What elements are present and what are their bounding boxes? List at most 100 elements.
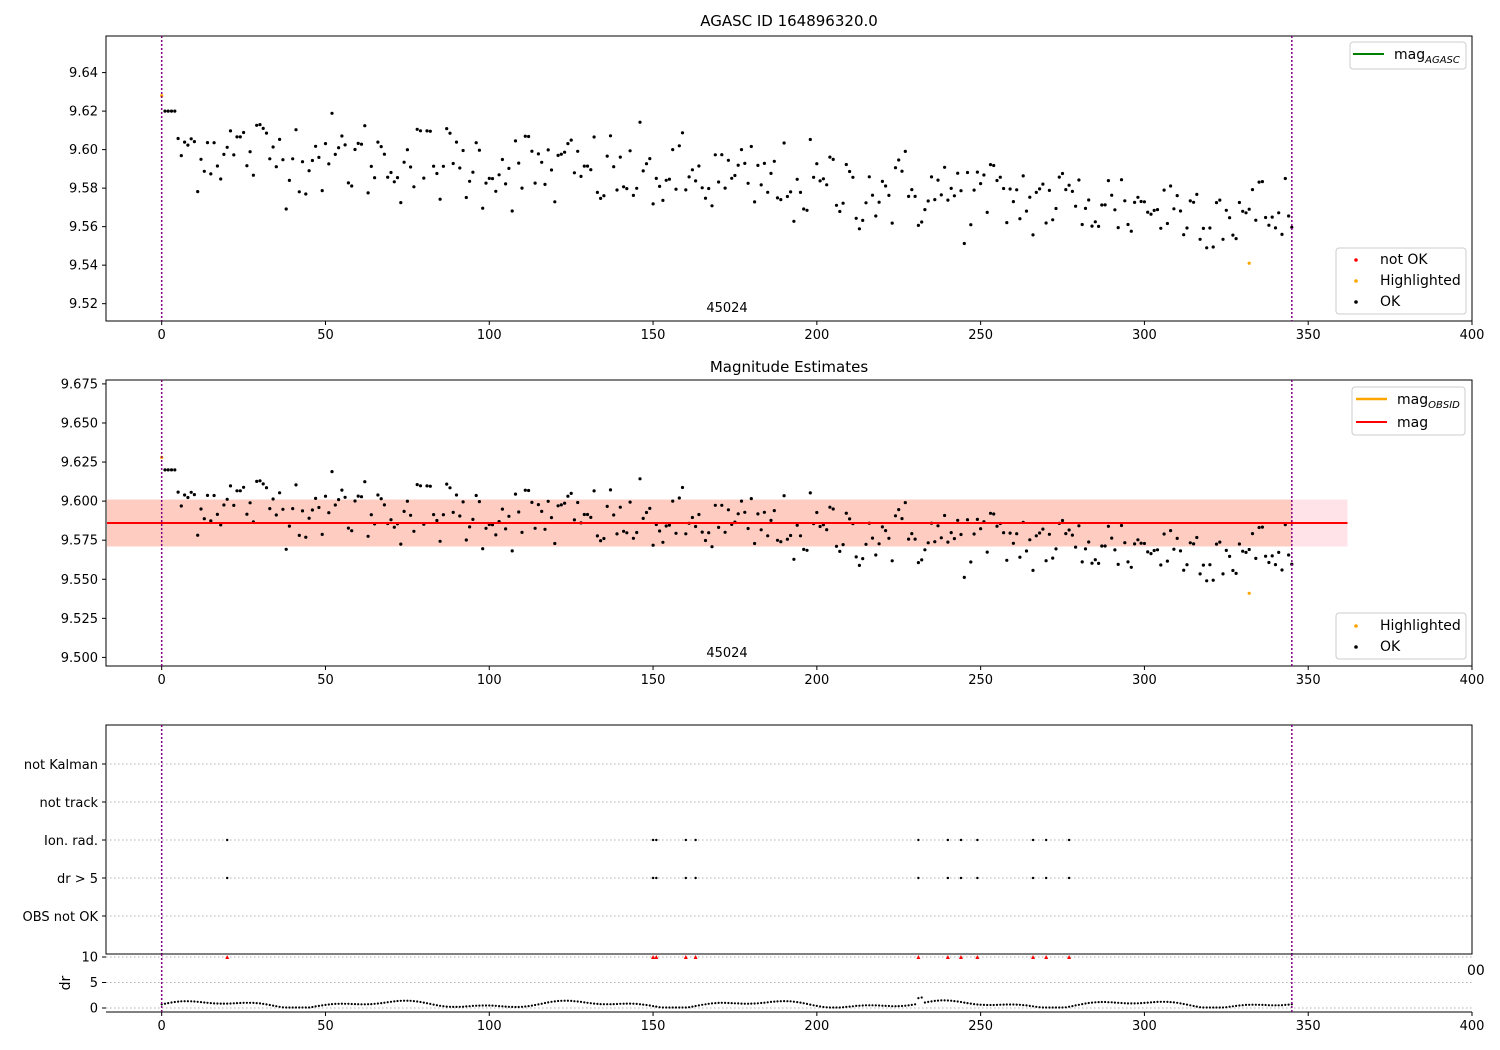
panel1-ok-point: [671, 148, 675, 152]
panel1-ok-point: [913, 194, 917, 198]
panel2-ok-point: [268, 507, 272, 511]
panel2-ok-point: [782, 494, 786, 498]
dr-point: [520, 1005, 524, 1008]
panel1-ok-point: [487, 176, 491, 180]
panel1-ok-point: [848, 169, 852, 174]
panel1-ok-point: [291, 157, 295, 161]
panel4-xtick-label: 100: [477, 1019, 502, 1034]
dr-point: [1097, 1001, 1100, 1004]
dr-point: [563, 999, 566, 1002]
panel2-ok-point: [1133, 542, 1137, 546]
dr-point: [389, 1000, 393, 1003]
panel2-ok-point: [353, 499, 357, 503]
dr-point: [380, 1002, 383, 1005]
panel1-ok-point: [1113, 208, 1117, 212]
dr-point: [1012, 1003, 1015, 1006]
panel1-ok-point: [238, 135, 242, 139]
panel1-ok-point: [346, 181, 350, 185]
panel1-ok-point: [287, 178, 291, 182]
dr-point: [586, 1001, 589, 1004]
panel2-ok-point: [412, 529, 416, 533]
panel1-ok-point: [690, 168, 695, 172]
panel1-ok-point: [612, 165, 616, 169]
dr-point: [537, 1003, 540, 1006]
dr-point: [1235, 1004, 1238, 1008]
panel2-ok-point: [1254, 556, 1258, 561]
panel1-ok-point: [327, 162, 331, 166]
panel2-ok-point: [248, 501, 252, 505]
panel1-ok-point: [880, 179, 885, 183]
legend-highlighted-label: Highlighted: [1380, 273, 1461, 289]
ion-rad-flag-point: [684, 838, 688, 842]
panel2-ok-point: [281, 507, 285, 511]
dr-point: [494, 1004, 497, 1007]
panel2-ok-point: [553, 541, 557, 546]
dr-point: [258, 1002, 262, 1005]
panel1-ok-point: [903, 149, 907, 153]
panel2-ok-point: [877, 542, 881, 546]
panel1-ok-point: [825, 183, 829, 187]
panel1-ok-point: [975, 170, 980, 174]
dr-point: [756, 1002, 760, 1005]
panel1-ok-point: [1237, 200, 1241, 205]
dr-point: [416, 1000, 419, 1003]
panel2-ok-point: [1110, 536, 1114, 540]
panel2-ok-point: [556, 504, 560, 508]
panel2-ok-point: [340, 488, 344, 492]
panel4-grid: [106, 956, 1472, 1009]
dr-outlier-marker: [693, 955, 698, 959]
dr-point: [1090, 1001, 1094, 1004]
panel1-ok-point: [952, 194, 957, 198]
panel2-xtick-label: 100: [477, 673, 502, 688]
panel2-ok-point: [445, 482, 449, 486]
panel1-ok-point: [1146, 210, 1150, 214]
dr-point: [904, 1004, 907, 1007]
dr-point: [183, 1000, 186, 1003]
dr-point: [717, 1001, 720, 1005]
panel1-ok-point: [1250, 188, 1255, 192]
panel1-ok-point: [916, 223, 921, 227]
panel3-category-grid: not Kalman not track Ion. rad. dr > 5 OBS no…: [23, 758, 1472, 925]
dr-point: [1126, 1002, 1130, 1005]
panel1-ok-point: [222, 152, 226, 156]
dr-point: [688, 1006, 691, 1009]
panel1-ok-point: [641, 169, 645, 173]
panel1-ok-point: [700, 186, 704, 190]
dr-point: [871, 1004, 874, 1007]
dr-point: [665, 1006, 668, 1009]
panel1-ok-point: [1185, 226, 1189, 230]
panel1-ok-point: [1047, 188, 1051, 192]
legend-not-ok-marker: [1354, 258, 1358, 262]
panel2-ok-point: [631, 536, 636, 540]
panel1-ok-point: [513, 139, 518, 143]
panel1-ok-point: [1198, 237, 1202, 241]
dr-point: [966, 1002, 969, 1005]
panel2-ok-point: [543, 527, 547, 531]
dr-gt-5-flag-point: [651, 876, 655, 880]
dr-point: [642, 1003, 645, 1006]
panel2-ok-point: [399, 542, 403, 546]
panel2-xtick-label: 300: [1132, 673, 1157, 688]
panel1-ok-point: [674, 187, 678, 191]
panel2-ok-point: [979, 527, 983, 531]
panel2-xtick-label: 150: [641, 673, 666, 688]
dr-point: [848, 1005, 851, 1008]
panel1-ok-point: [726, 158, 731, 162]
panel1-ok-point: [789, 190, 793, 194]
panel2-ok-point: [1028, 538, 1032, 542]
legend2-ok-label: OK: [1380, 639, 1401, 655]
panel2-ok-point: [694, 524, 698, 529]
dr-point: [301, 1006, 304, 1009]
panel2-ok-point: [432, 513, 436, 517]
panel1-ok-point: [1103, 203, 1107, 207]
dr-point: [999, 1003, 1002, 1006]
panel2-xtick-label: 350: [1296, 673, 1321, 688]
panel2-ok-point: [1159, 563, 1163, 567]
panel2-ok-point: [857, 563, 862, 568]
panel2-ok-point: [337, 498, 341, 502]
legend-ok-label: OK: [1380, 294, 1401, 310]
dr-point: [671, 1006, 674, 1009]
panel1-ok-point: [1080, 222, 1084, 227]
panel1-ok-point: [435, 171, 439, 176]
panel1-ok-point: [215, 164, 219, 168]
